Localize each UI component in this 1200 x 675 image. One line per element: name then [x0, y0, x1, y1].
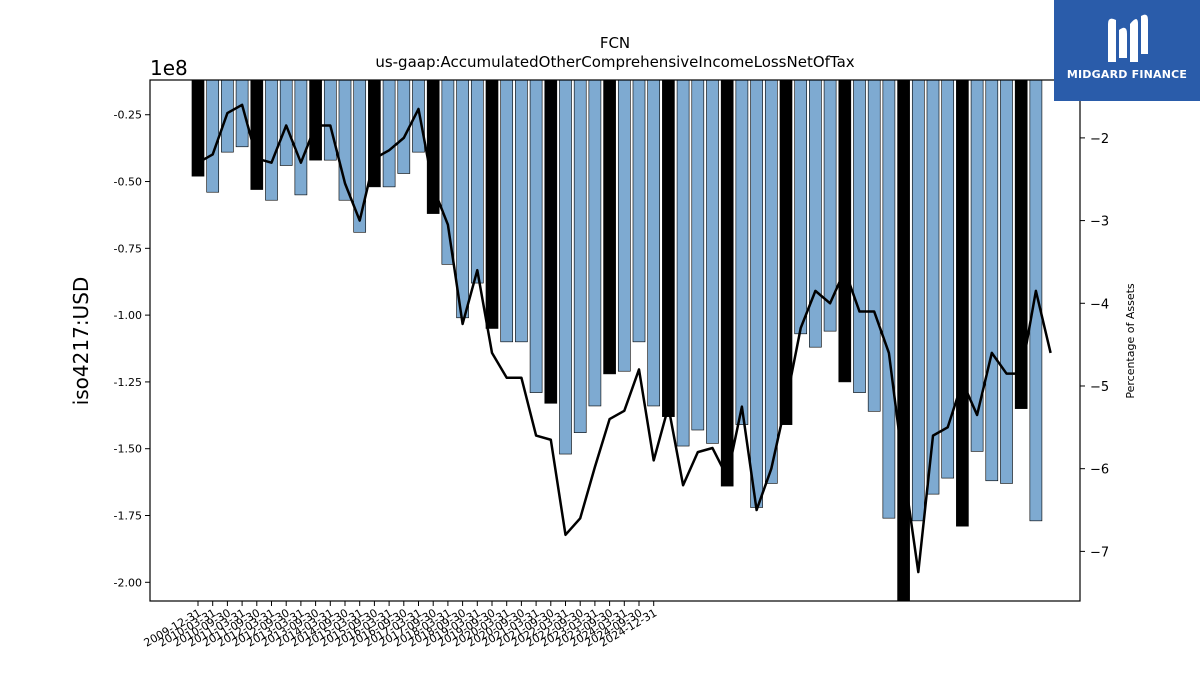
bar-2022-12-31 — [956, 79, 969, 527]
bar-2018-09-30 — [706, 79, 719, 444]
bar-2019-12-31 — [779, 79, 793, 425]
y-multiplier-label: 1e8 — [150, 56, 188, 80]
y-axis-label: iso4217:USD — [69, 277, 93, 406]
bar-2019-09-30 — [764, 79, 778, 484]
y-tick-label: -1.75 — [114, 510, 142, 523]
y-tick-label: -0.75 — [114, 242, 142, 255]
bar-2013-06-30 — [397, 79, 411, 174]
y-axis: -0.25 -0.50 -0.75 -1.00 -1.25 -1.50 -1.75 -2.00 — [114, 109, 150, 589]
bar-2017-03-31 — [617, 79, 631, 372]
y-tick-label: -1.00 — [114, 309, 142, 322]
brand-name: MIDGARD FINANCE — [1066, 68, 1188, 81]
bar-2010-03-31 — [206, 79, 220, 193]
y-tick-label: -2.00 — [114, 576, 142, 589]
brand-logo: MIDGARD FINANCE — [1054, 0, 1200, 101]
bar-2010-12-31 — [250, 79, 264, 190]
bar-2017-09-30 — [647, 79, 661, 407]
y2-tick-label: −2 — [1090, 132, 1109, 147]
bar-2015-06-30 — [515, 79, 528, 343]
line-path — [197, 103, 1052, 574]
bar-2016-12-31 — [603, 79, 616, 375]
bar-2019-06-30 — [750, 79, 763, 508]
logo-icon — [1108, 14, 1148, 63]
bar-series — [191, 79, 1043, 602]
y-tick-label: -1.50 — [114, 443, 142, 456]
bar-2021-03-31 — [853, 79, 866, 393]
bar-2022-03-31 — [911, 79, 925, 522]
bar-2023-06-30 — [985, 79, 999, 482]
bar-2021-12-31 — [897, 79, 910, 602]
bar-2019-03-31 — [735, 79, 749, 425]
bar-2015-12-31 — [544, 79, 558, 404]
bar-2020-03-31 — [794, 79, 808, 335]
bar-2011-09-30 — [294, 79, 308, 196]
bar-2022-09-30 — [941, 79, 955, 479]
bar-2014-12-31 — [485, 79, 499, 329]
bar-2016-03-31 — [559, 79, 572, 455]
bar-2018-12-31 — [720, 79, 734, 487]
bar-2011-03-31 — [265, 79, 278, 201]
bar-2020-06-30 — [809, 79, 822, 348]
bar-2014-09-30 — [470, 79, 484, 284]
bar-2018-03-31 — [676, 79, 690, 447]
bar-2021-09-30 — [882, 79, 896, 519]
y2-tick-label: −3 — [1090, 215, 1109, 230]
bar-2018-06-30 — [691, 79, 705, 431]
bar-2023-09-30 — [1000, 79, 1013, 484]
bar-2014-06-30 — [456, 79, 469, 319]
y2-tick-label: −4 — [1090, 297, 1109, 312]
chart-subtitle: us-gaap:AccumulatedOtherComprehensiveInc… — [375, 53, 854, 71]
bar-2012-12-31 — [368, 79, 381, 188]
bar-2014-03-31 — [441, 79, 455, 265]
y2-tick-label: −6 — [1090, 463, 1109, 478]
bar-2010-09-30 — [235, 79, 249, 148]
y-tick-label: -0.50 — [114, 176, 142, 189]
bar-2011-12-31 — [309, 79, 322, 161]
bar-2017-06-30 — [632, 79, 646, 343]
bar-2016-09-30 — [588, 79, 602, 407]
bar-2011-06-30 — [279, 79, 293, 166]
y2-tick-label: −7 — [1090, 545, 1109, 560]
chart-title: FCN — [600, 34, 630, 52]
x-axis: 2009-12-312010-03-312010-09-302011-03-31… — [142, 601, 659, 650]
bar-2024-03-31 — [1029, 79, 1043, 522]
bar-2017-12-31 — [662, 79, 675, 417]
bar-2013-03-31 — [382, 79, 396, 188]
bar-2015-03-31 — [500, 79, 514, 343]
bar-2012-03-31 — [323, 79, 337, 161]
bar-2021-06-30 — [867, 79, 881, 412]
bar-2015-09-30 — [529, 79, 543, 393]
y2-axis-label: Percentage of Assets — [1124, 283, 1137, 399]
bar-2013-12-31 — [426, 79, 440, 214]
bar-2020-12-31 — [838, 79, 852, 383]
y2-tick-label: −5 — [1090, 380, 1109, 395]
y-tick-label: -1.25 — [114, 376, 142, 389]
plot-frame — [149, 79, 1081, 602]
y2-axis: −2 −3 −4 −5 −6 −7 — [1080, 132, 1109, 560]
bar-2016-06-30 — [573, 79, 587, 433]
line-series — [197, 103, 1052, 574]
bar-2023-12-31 — [1014, 79, 1028, 409]
y-tick-label: -0.25 — [114, 109, 142, 122]
